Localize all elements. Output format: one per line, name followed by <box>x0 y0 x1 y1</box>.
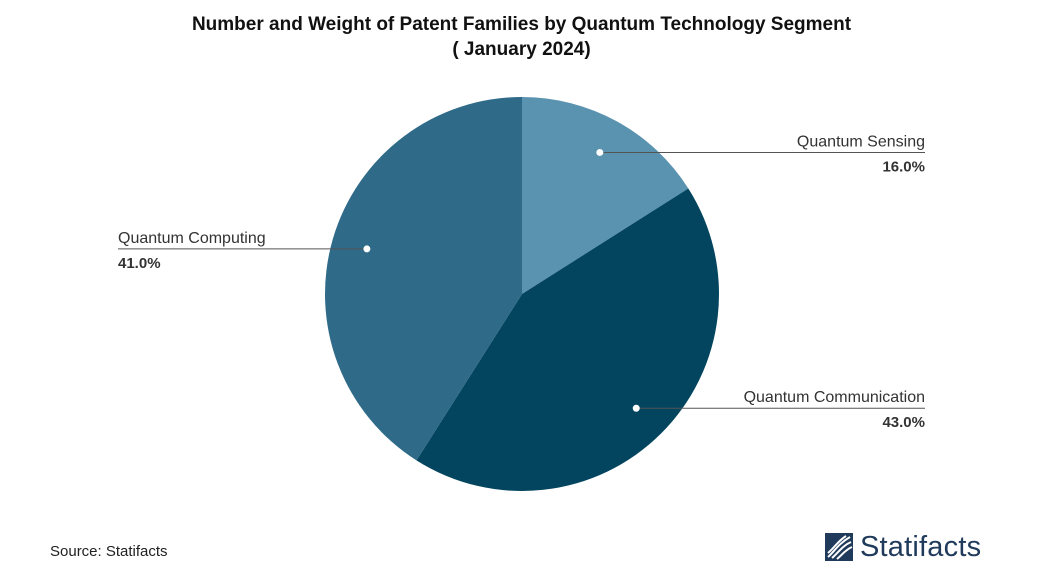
pie-slice-quantum-sensing <box>522 97 689 294</box>
source-note: Source: Statifacts <box>50 543 168 560</box>
pie-slice-quantum-communication <box>416 188 719 491</box>
pie-slice-quantum-computing <box>324 96 522 461</box>
statifacts-logo: Statifacts <box>824 530 981 564</box>
leader-dot-quantum-sensing <box>596 148 604 156</box>
slice-label-quantum-sensing: Quantum Sensing <box>797 133 925 150</box>
statifacts-logo-icon <box>825 533 853 561</box>
slice-label-quantum-communication: Quantum Communication <box>744 389 925 406</box>
chart-title: Number and Weight of Patent Families by … <box>0 12 1043 62</box>
slice-label-quantum-computing: Quantum Computing <box>118 230 266 247</box>
slice-value-quantum-sensing: 16.0% <box>882 158 925 175</box>
leader-dot-quantum-computing <box>363 245 371 253</box>
leader-dot-quantum-communication <box>632 404 640 412</box>
chart-title-line2: ( January 2024) <box>452 39 591 60</box>
statifacts-logo-text: Statifacts <box>860 530 982 563</box>
slice-value-quantum-computing: 41.0% <box>118 255 161 272</box>
chart-title-line1: Number and Weight of Patent Families by … <box>191 14 852 35</box>
slice-value-quantum-communication: 43.0% <box>882 414 925 431</box>
